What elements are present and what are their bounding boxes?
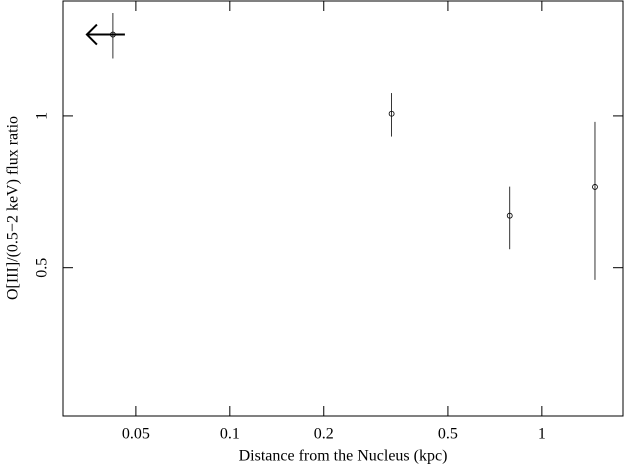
point (388, 110, 395, 117)
y-axis-label: O[III]/(0.5−2 keV) flux ratio (5, 116, 22, 300)
x-tick-label: 0.2 (314, 426, 334, 443)
x-tick-label: 0.5 (438, 426, 458, 443)
y-tick-label: 1 (34, 112, 51, 120)
x-tick-label: 1 (538, 426, 546, 443)
x-tick-label: 0.1 (220, 426, 240, 443)
x-axis-label: Distance from the Nucleus (kpc) (239, 448, 448, 465)
x-upper-limit-arrow (85, 23, 125, 46)
plot-frame (62, 0, 624, 417)
x-tick-label: 0.05 (122, 426, 150, 443)
y-tick-label: 0.5 (34, 258, 51, 278)
point (506, 212, 513, 219)
point (592, 184, 598, 190)
